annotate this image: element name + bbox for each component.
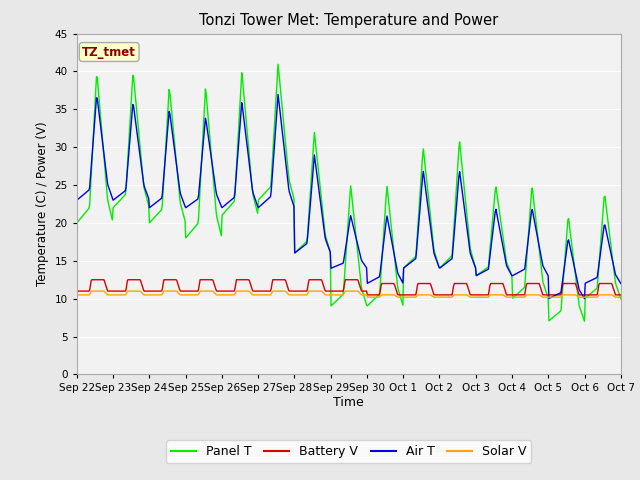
Line: Panel T: Panel T (77, 64, 621, 321)
Solar V (73, 292, 81, 298)
Solar V (417, 292, 424, 298)
Battery V (223, 288, 231, 294)
Solar V (617, 294, 625, 300)
Solar V (433, 294, 440, 300)
Panel T (580, 318, 588, 324)
Air T (274, 92, 282, 97)
Battery V (417, 281, 424, 287)
Solar V (88, 288, 96, 294)
Panel T (83, 208, 90, 214)
Legend: Panel T, Battery V, Air T, Solar V: Panel T, Battery V, Air T, Solar V (166, 440, 531, 463)
Line: Air T: Air T (77, 95, 621, 299)
Battery V (364, 292, 371, 298)
Battery V (88, 277, 96, 283)
Panel T (73, 220, 81, 226)
Solar V (223, 292, 231, 298)
Y-axis label: Temperature (C) / Power (V): Temperature (C) / Power (V) (36, 122, 49, 286)
Panel T (431, 252, 439, 258)
Panel T (617, 296, 625, 301)
Battery V (83, 288, 90, 294)
Battery V (617, 292, 625, 298)
Air T (194, 196, 202, 202)
Panel T (416, 199, 424, 204)
Air T (73, 197, 81, 203)
Air T (83, 189, 90, 195)
Panel T (139, 171, 147, 177)
Solar V (195, 291, 202, 297)
Air T (431, 254, 439, 260)
Air T (580, 296, 588, 301)
Battery V (433, 292, 440, 298)
Solar V (364, 294, 371, 300)
Air T (139, 173, 147, 179)
Panel T (223, 207, 230, 213)
Title: Tonzi Tower Met: Temperature and Power: Tonzi Tower Met: Temperature and Power (199, 13, 499, 28)
Battery V (195, 286, 202, 292)
Panel T (194, 221, 202, 227)
Battery V (140, 287, 147, 292)
X-axis label: Time: Time (333, 396, 364, 409)
Air T (223, 201, 230, 207)
Panel T (274, 61, 282, 67)
Solar V (140, 291, 147, 297)
Line: Solar V: Solar V (77, 291, 621, 297)
Air T (617, 281, 625, 287)
Battery V (73, 288, 81, 294)
Text: TZ_tmet: TZ_tmet (82, 46, 136, 59)
Solar V (83, 292, 90, 298)
Air T (416, 211, 424, 217)
Line: Battery V: Battery V (77, 280, 621, 295)
